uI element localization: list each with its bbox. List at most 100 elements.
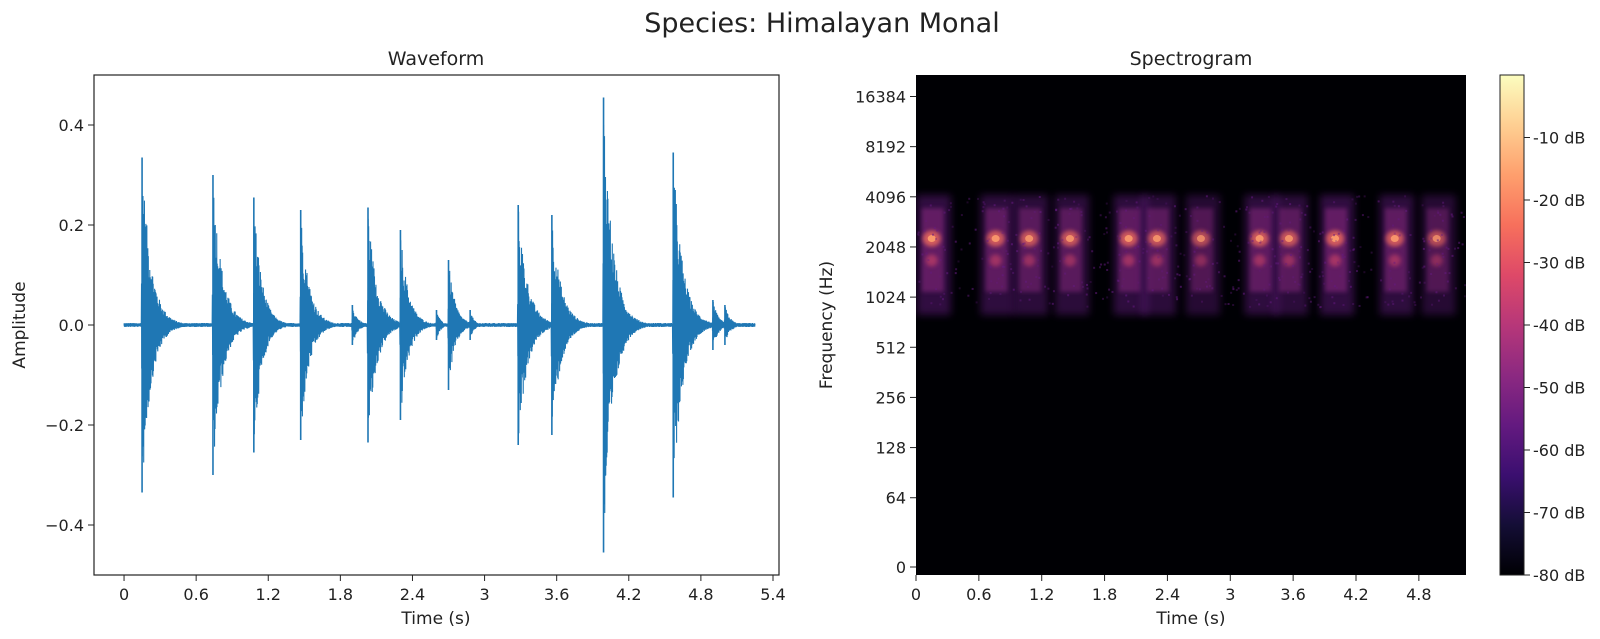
spectrogram-y-tick-label: 4096 bbox=[865, 188, 906, 207]
spectrogram-speckle bbox=[1061, 239, 1063, 241]
spectrogram-speckle bbox=[1355, 219, 1357, 221]
spectrogram-speckle bbox=[990, 280, 992, 282]
spectrogram-speckle bbox=[1258, 303, 1260, 305]
colorbar-tick-label: -40 dB bbox=[1533, 316, 1585, 335]
spectrogram-speckle bbox=[1342, 257, 1344, 259]
spectrogram-speckle bbox=[1371, 252, 1373, 254]
spectrogram-speckle bbox=[1435, 291, 1437, 293]
spectrogram-x-tick-label: 0.6 bbox=[966, 585, 991, 604]
call-body bbox=[1325, 208, 1347, 292]
spectrogram-speckle bbox=[943, 293, 945, 295]
spectrogram-speckle bbox=[1002, 232, 1004, 234]
spectrogram-speckle bbox=[1190, 215, 1192, 217]
spectrogram-speckle bbox=[1441, 234, 1443, 236]
spectrogram-speckle bbox=[1152, 289, 1154, 291]
spectrogram-speckle bbox=[1137, 282, 1139, 284]
spectrogram-speckle bbox=[1174, 232, 1176, 234]
spectrogram-speckle bbox=[1348, 280, 1350, 282]
spectrogram-speckle bbox=[1133, 306, 1135, 308]
spectrogram-speckle bbox=[1221, 295, 1223, 297]
spectrogram-speckle bbox=[1300, 246, 1302, 248]
spectrogram-speckle bbox=[1232, 304, 1234, 306]
spectrogram-speckle bbox=[1102, 298, 1104, 300]
spectrogram-speckle bbox=[1249, 212, 1251, 214]
spectrogram-speckle bbox=[1003, 215, 1005, 217]
spectrogram-speckle bbox=[1118, 280, 1120, 282]
spectrogram-speckle bbox=[1230, 240, 1232, 242]
spectrogram-speckle bbox=[1089, 236, 1091, 238]
spectrogram-speckle bbox=[1263, 289, 1265, 291]
spectrogram-y-tick-label: 8192 bbox=[865, 138, 906, 157]
spectrogram-speckle bbox=[1106, 203, 1108, 205]
spectrogram-speckle bbox=[1272, 212, 1274, 214]
spectrogram-speckle bbox=[1281, 240, 1283, 242]
spectrogram-speckle bbox=[942, 246, 944, 248]
spectrogram-speckle bbox=[1280, 253, 1282, 255]
spectrogram-speckle bbox=[1311, 268, 1313, 270]
spectrogram-speckle bbox=[1057, 199, 1059, 201]
spectrogram-speckle bbox=[1193, 264, 1195, 266]
spectrogram-speckle bbox=[935, 288, 937, 290]
spectrogram-speckle bbox=[1352, 303, 1354, 305]
spectrogram-speckle bbox=[1053, 290, 1055, 292]
spectrogram-x-tick-label: 2.4 bbox=[1155, 585, 1180, 604]
spectrogram-speckle bbox=[1166, 272, 1168, 274]
waveform-x-tick-label: 4.2 bbox=[616, 585, 641, 604]
spectrogram-speckle bbox=[1039, 211, 1041, 213]
spectrogram-x-tick-label: 4.2 bbox=[1343, 585, 1368, 604]
spectrogram-speckle bbox=[1423, 240, 1425, 242]
spectrogram-speckle bbox=[1006, 207, 1008, 209]
spectrogram-speckle bbox=[1446, 247, 1448, 249]
spectrogram-speckle bbox=[1270, 301, 1272, 303]
spectrogram-speckle bbox=[1259, 270, 1261, 272]
spectrogram-speckle bbox=[1414, 301, 1416, 303]
spectrogram-speckle bbox=[1293, 301, 1295, 303]
spectrogram-speckle bbox=[1307, 249, 1309, 251]
spectrogram-speckle bbox=[1081, 281, 1083, 283]
spectrogram-speckle bbox=[1294, 281, 1296, 283]
spectrogram-speckle bbox=[1408, 271, 1410, 273]
spectrogram-speckle bbox=[1398, 218, 1400, 220]
spectrogram-speckle bbox=[930, 272, 932, 274]
spectrogram-speckle bbox=[1025, 281, 1027, 283]
spectrogram-speckle bbox=[1134, 247, 1136, 249]
spectrogram-speckle bbox=[959, 287, 961, 289]
spectrogram-speckle bbox=[1238, 279, 1240, 281]
spectrogram-speckle bbox=[925, 220, 927, 222]
spectrogram-speckle bbox=[1420, 296, 1422, 298]
spectrogram-speckle bbox=[1298, 250, 1300, 252]
spectrogram-speckle bbox=[1431, 304, 1433, 306]
spectrogram-speckle bbox=[1185, 231, 1187, 233]
spectrogram-speckle bbox=[1279, 246, 1281, 248]
spectrogram-speckle bbox=[1020, 199, 1022, 201]
call-body bbox=[986, 208, 1008, 292]
spectrogram-speckle bbox=[960, 248, 962, 250]
spectrogram-speckle bbox=[1333, 234, 1335, 236]
spectrogram-speckle bbox=[1378, 200, 1380, 202]
spectrogram-speckle bbox=[1011, 202, 1013, 204]
spectrogram-speckle bbox=[1157, 198, 1159, 200]
spectrogram-speckle bbox=[1410, 234, 1412, 236]
colorbar-tick-label: -20 dB bbox=[1533, 191, 1585, 210]
spectrogram-speckle bbox=[944, 212, 946, 214]
spectrogram-speckle bbox=[961, 214, 963, 216]
spectrogram-y-tick-label: 0 bbox=[896, 558, 906, 577]
spectrogram-speckle bbox=[939, 276, 941, 278]
spectrogram-speckle bbox=[1148, 277, 1150, 279]
spectrogram-speckle bbox=[1164, 276, 1166, 278]
spectrogram-speckle bbox=[1367, 296, 1369, 298]
spectrogram-speckle bbox=[1196, 247, 1198, 249]
waveform-x-tick-label: 3.6 bbox=[544, 585, 569, 604]
spectrogram-speckle bbox=[1436, 263, 1438, 265]
spectrogram-speckle bbox=[1322, 275, 1324, 277]
spectrogram-speckle bbox=[1142, 252, 1144, 254]
spectrogram-speckle bbox=[1010, 263, 1012, 265]
spectrogram-speckle bbox=[1363, 271, 1365, 273]
spectrogram-speckle bbox=[1314, 296, 1316, 298]
spectrogram-speckle bbox=[1335, 240, 1337, 242]
spectrogram-speckle bbox=[976, 301, 978, 303]
spectrogram-speckle bbox=[1116, 211, 1118, 213]
spectrogram-x-tick-label: 3 bbox=[1225, 585, 1235, 604]
call-lower bbox=[1195, 254, 1207, 266]
spectrogram-speckle bbox=[946, 272, 948, 274]
